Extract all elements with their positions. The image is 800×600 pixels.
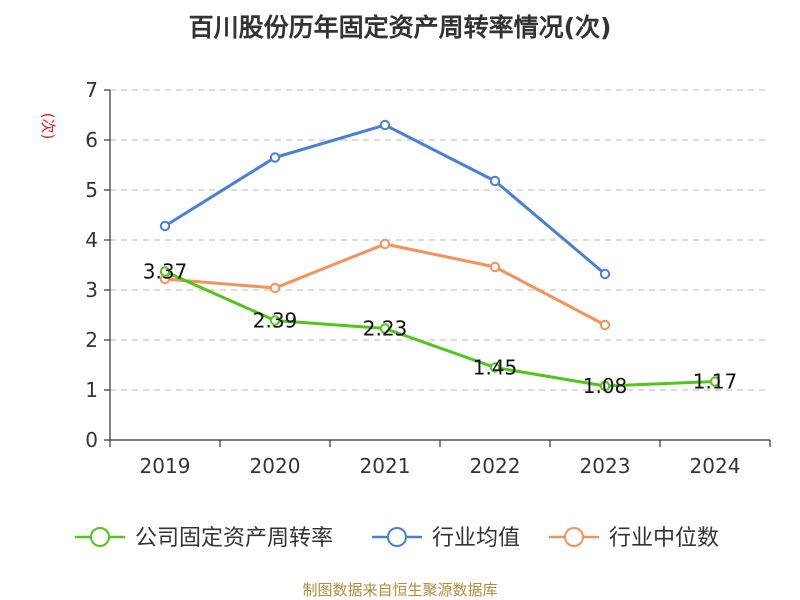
data-labels: 3.37 2.39 2.23 1.45 1.08 1.17 [143,260,738,399]
y-tick-label: 7 [85,78,98,102]
y-tick-label: 2 [85,328,98,352]
x-tick-label: 2022 [470,454,521,478]
data-point [489,261,501,273]
x-tick-label: 2023 [580,454,631,478]
legend-marker [90,527,110,547]
x-tick-label: 2021 [360,454,411,478]
data-point [489,175,501,187]
data-point [379,238,391,250]
data-point [159,266,171,277]
x-tick-label: 2020 [250,454,301,478]
y-tick-label: 1 [85,378,98,402]
legend[interactable]: 公司固定资产周转率 行业均值 行业中位数 [75,526,719,551]
data-point [709,376,721,387]
data-point [159,220,171,232]
chart-title: 百川股份历年固定资产周转率情况(次) [188,13,612,42]
x-tick-label: 2019 [140,454,191,478]
data-label: 2.39 [253,309,298,333]
data-point [269,315,281,326]
series-line [164,270,716,388]
legend-item[interactable]: 行业中位数 [549,526,719,551]
legend-label: 公司固定资产周转率 [135,526,333,551]
y-tick-label: 5 [85,178,98,202]
series-line [164,123,606,276]
legend-marker [387,527,407,547]
source-note: 制图数据来自恒生聚源数据库 [302,581,498,599]
axes: 0 1 2 3 4 5 6 7 2019 2020 2021 2022 2023 2024 [85,78,771,478]
series-line [164,242,606,327]
data-point [599,319,611,331]
data-label: 1.08 [583,374,628,398]
legend-marker [564,527,584,547]
data-point [269,282,281,294]
data-label: 2.23 [363,317,408,341]
y-axis-label: (次) [39,113,57,140]
data-label: 3.37 [143,260,188,284]
series-lines [159,119,721,392]
data-point [379,323,391,334]
y-tick-label: 0 [85,428,98,452]
legend-item[interactable]: 公司固定资产周转率 [75,526,333,551]
data-point [599,380,611,392]
data-point [379,119,391,131]
y-tick-label: 4 [85,228,98,252]
x-tick-label: 2024 [690,454,741,478]
data-point [269,152,281,163]
legend-item[interactable]: 行业均值 [372,526,520,551]
data-label: 1.45 [473,356,518,380]
data-point [489,362,501,373]
gridlines [110,89,770,391]
data-label: 1.17 [693,370,738,394]
legend-label: 行业均值 [432,526,520,551]
y-tick-label: 3 [85,278,98,302]
legend-label: 行业中位数 [609,526,719,551]
y-tick-label: 6 [85,128,98,152]
data-point [599,268,611,280]
